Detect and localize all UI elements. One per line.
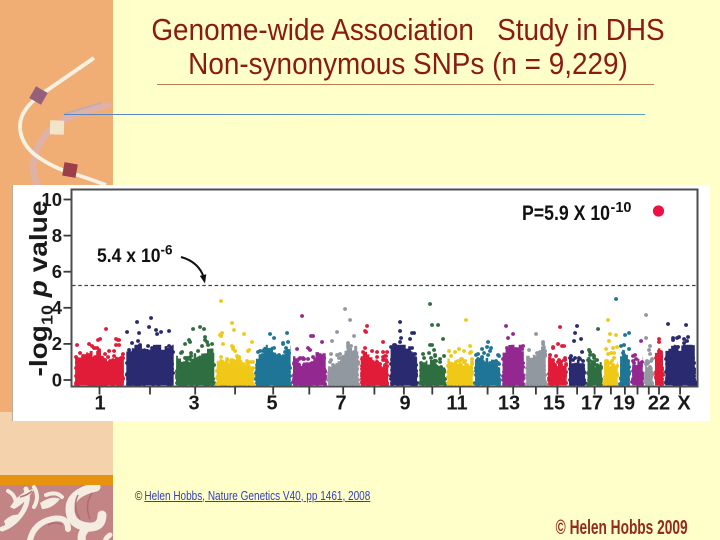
svg-text:1: 1 — [94, 393, 105, 415]
svg-text:10: 10 — [41, 189, 62, 210]
svg-text:13: 13 — [498, 393, 520, 415]
svg-text:-log10 p value: -log10 p value — [25, 200, 57, 376]
svg-text:5.4 x 10: 5.4 x 10 — [97, 246, 161, 267]
svg-text:6: 6 — [52, 261, 62, 282]
svg-text:-6: -6 — [161, 243, 173, 258]
svg-text:19: 19 — [613, 393, 635, 415]
svg-text:7: 7 — [335, 393, 346, 415]
svg-text:X: X — [677, 393, 691, 415]
svg-text:4: 4 — [52, 297, 63, 318]
svg-text:P=5.9 X 10: P=5.9 X 10 — [522, 202, 610, 225]
svg-text:3: 3 — [188, 393, 199, 415]
svg-text:17: 17 — [581, 393, 603, 415]
svg-text:22: 22 — [648, 393, 670, 415]
svg-text:0: 0 — [52, 369, 62, 390]
svg-text:5: 5 — [266, 393, 277, 415]
svg-text:15: 15 — [543, 393, 565, 415]
svg-text:2: 2 — [52, 333, 62, 354]
svg-text:11: 11 — [446, 393, 467, 415]
svg-text:8: 8 — [52, 225, 62, 246]
svg-text:9: 9 — [399, 393, 410, 415]
svg-text:-10: -10 — [611, 200, 632, 216]
